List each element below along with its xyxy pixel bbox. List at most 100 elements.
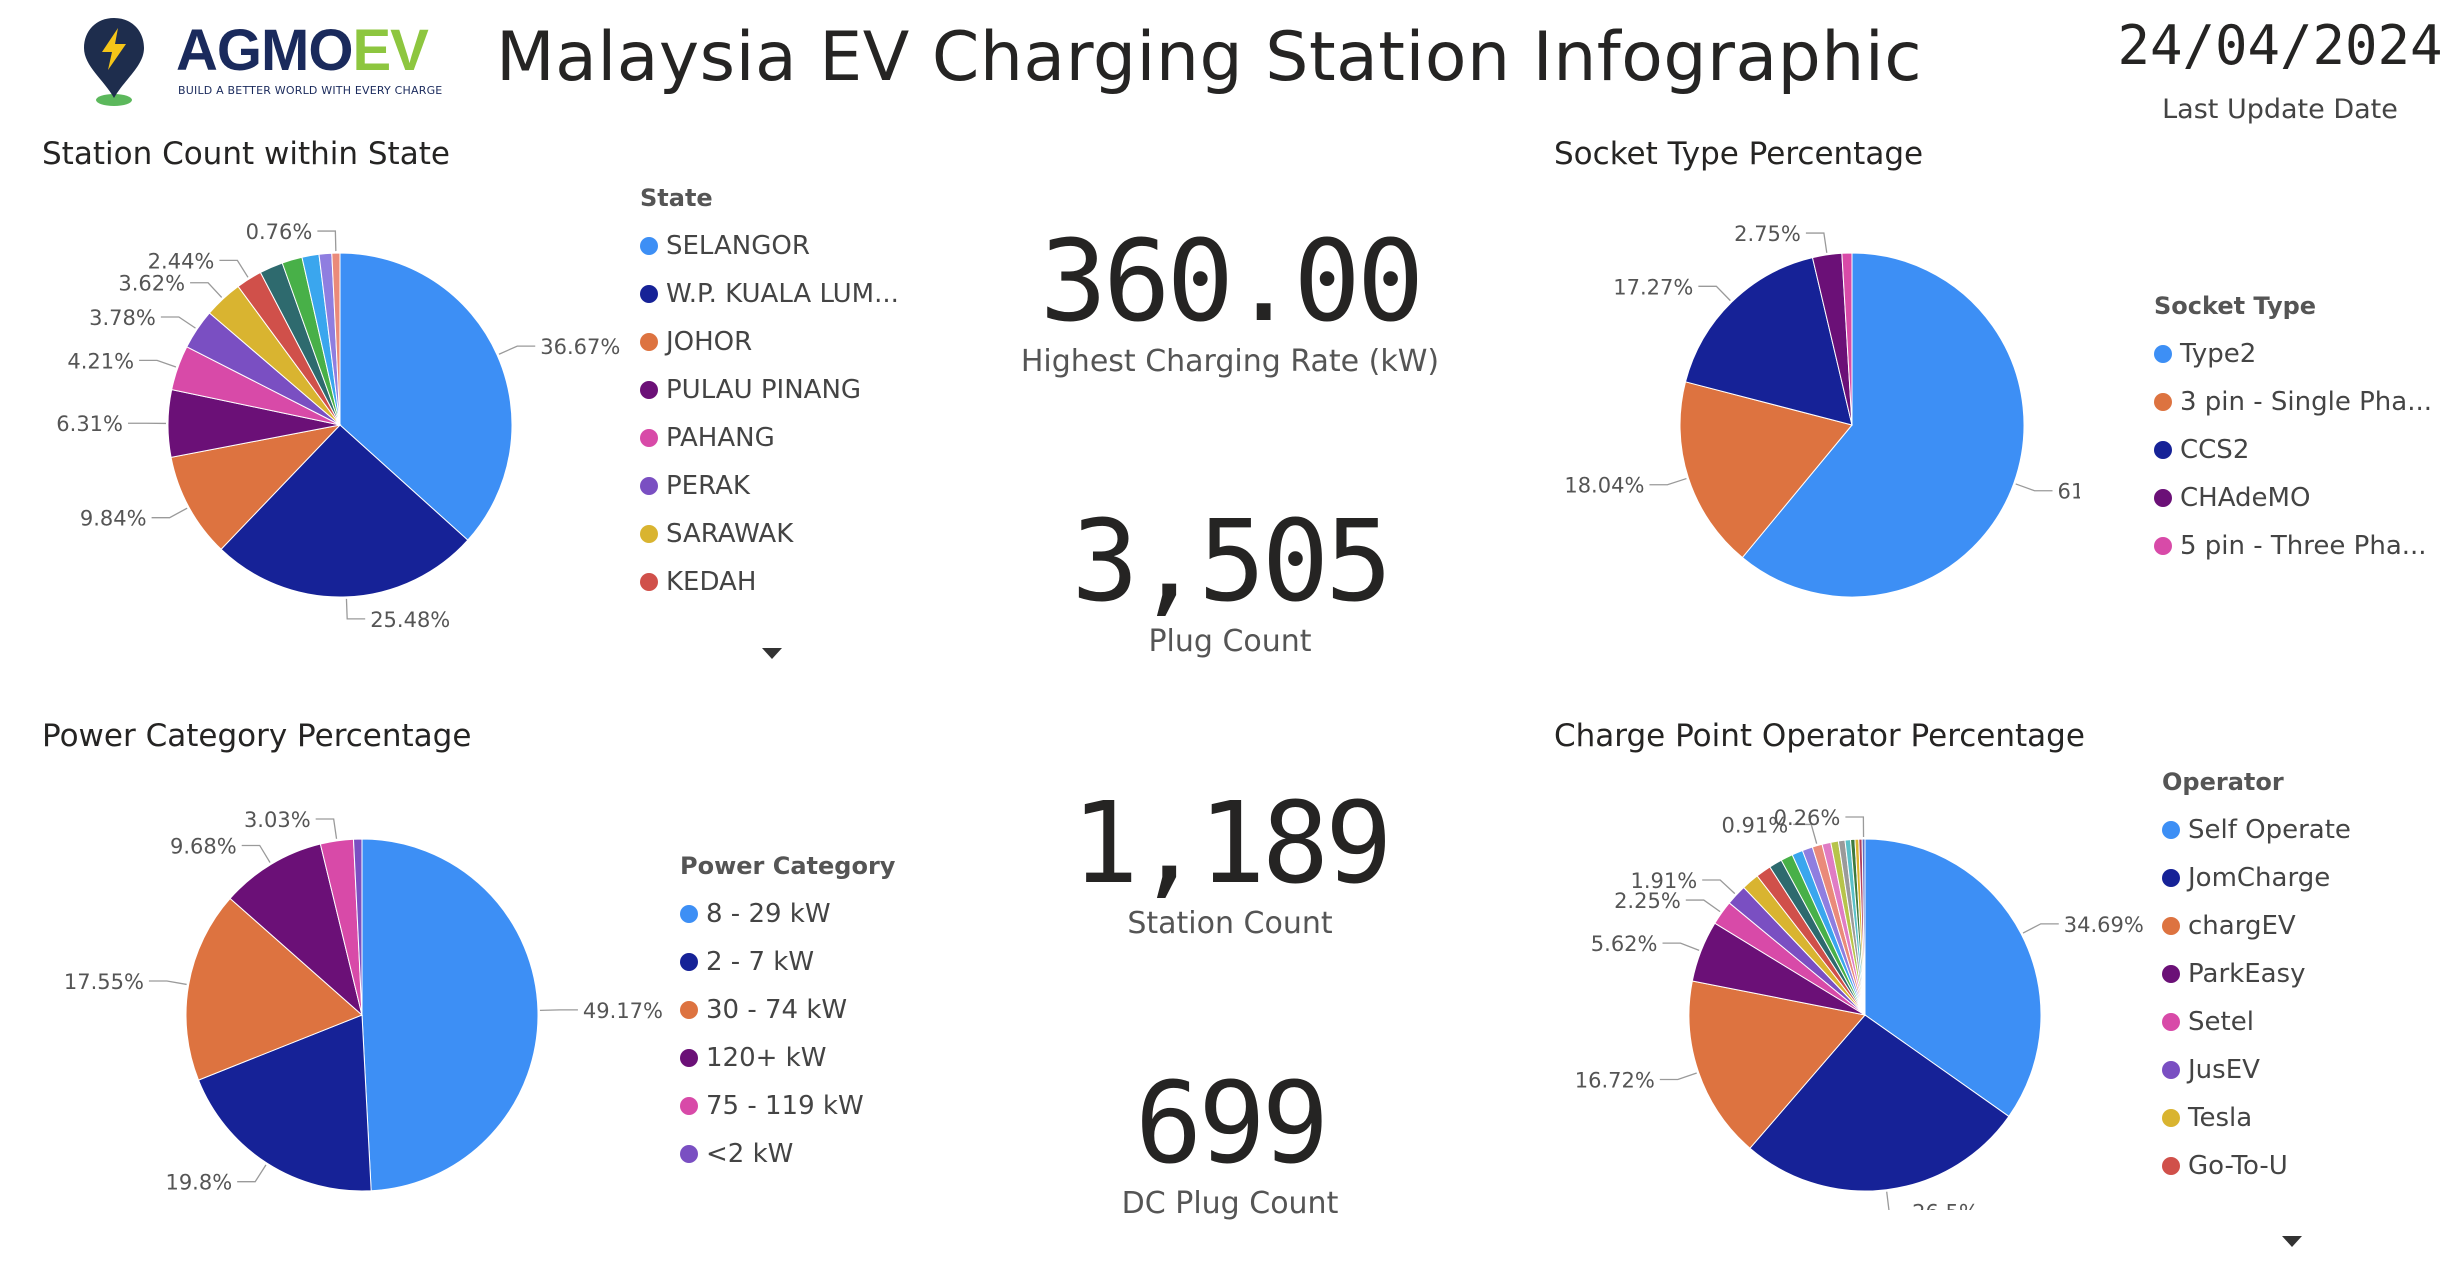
- legend-item[interactable]: Go-To-U: [2162, 1142, 2351, 1190]
- data-label: 1.91%: [1630, 869, 1697, 893]
- pie-slice[interactable]: [229, 843, 363, 1017]
- data-label-leader: [1649, 477, 1687, 486]
- kpi-label: Plug Count: [1148, 624, 1312, 659]
- legend-item[interactable]: 8 - 29 kW: [680, 890, 895, 938]
- data-label: 3.03%: [244, 808, 311, 832]
- legend-item[interactable]: chargEV: [2162, 902, 2351, 950]
- legend-item[interactable]: JomCharge: [2162, 854, 2351, 902]
- pie-slice[interactable]: [339, 252, 513, 541]
- legend-item[interactable]: Self Operate: [2162, 806, 2351, 854]
- legend-item[interactable]: PERAK: [640, 462, 899, 510]
- legend-label: 75 - 119 kW: [706, 1091, 864, 1121]
- legend-label: Setel: [2188, 1007, 2254, 1037]
- pie-slice[interactable]: [220, 424, 469, 598]
- data-label: 3.62%: [118, 272, 185, 296]
- legend-swatch: [640, 573, 658, 591]
- data-label: 5.62%: [1591, 932, 1658, 956]
- legend-swatch: [680, 905, 698, 923]
- legend-item[interactable]: SARAWAK: [640, 510, 899, 558]
- power-category-legend: Power Category 8 - 29 kW 2 - 7 kW 30 - 74 …: [680, 852, 895, 1178]
- legend-swatch: [680, 1049, 698, 1067]
- data-label-leader: [2015, 483, 2053, 492]
- data-label-leader: [315, 818, 338, 839]
- legend-item[interactable]: 3 pin - Single Pha...: [2154, 378, 2432, 426]
- data-label-leader: [237, 1164, 267, 1183]
- pie-slice[interactable]: [1684, 257, 1853, 426]
- legend-item[interactable]: 75 - 119 kW: [680, 1082, 895, 1130]
- pie-slice[interactable]: [1741, 252, 2025, 598]
- operator-chart-title: Charge Point Operator Percentage: [1554, 718, 2085, 754]
- kpi-value: 1,189: [1071, 779, 1392, 909]
- legend-item[interactable]: 30 - 74 kW: [680, 986, 895, 1034]
- data-label: 6.31%: [56, 412, 123, 436]
- pie-slice[interactable]: [1688, 980, 1866, 1149]
- legend-label: 5 pin - Three Pha...: [2180, 531, 2427, 561]
- legend-swatch: [2162, 869, 2180, 887]
- data-label-leader: [1805, 232, 1828, 253]
- data-label-leader: [160, 316, 196, 329]
- legend-item[interactable]: W.P. KUALA LUM...: [640, 270, 899, 318]
- legend-item[interactable]: PAHANG: [640, 414, 899, 462]
- pie-slice[interactable]: [185, 897, 363, 1081]
- pie-slice[interactable]: [1679, 381, 1853, 559]
- data-label-leader: [345, 598, 366, 620]
- legend-item[interactable]: CCS2: [2154, 426, 2432, 474]
- data-label: 3.78%: [89, 306, 156, 330]
- data-label-leader: [1662, 942, 1700, 951]
- legend-item[interactable]: SELANGOR: [640, 222, 899, 270]
- data-label: 16.72%: [1575, 1069, 1655, 1093]
- pie-slice[interactable]: [1861, 838, 1866, 1016]
- kpi-highest-charging-rate: 360.00 Highest Charging Rate (kW): [1000, 222, 1460, 379]
- pie-slice[interactable]: [170, 424, 342, 550]
- power-category-pie-chart[interactable]: 49.17% 19.8% 17.55% 9.68% 3.03%: [0, 770, 680, 1210]
- legend-label: 30 - 74 kW: [706, 995, 848, 1025]
- legend-item[interactable]: ParkEasy: [2162, 950, 2351, 998]
- pie-slice[interactable]: [1749, 1014, 2010, 1192]
- state-pie-chart[interactable]: 36.67% 25.48% 9.84% 6.31% 4.21% 3.78% 3.62%2.4…: [0, 190, 660, 650]
- legend-swatch: [2154, 441, 2172, 459]
- legend-label: 2 - 7 kW: [706, 947, 815, 977]
- legend-item[interactable]: 5 pin - Three Pha...: [2154, 522, 2432, 570]
- legend-label: CCS2: [2180, 435, 2250, 465]
- legend-label: 8 - 29 kW: [706, 899, 831, 929]
- data-label-leader: [219, 259, 249, 278]
- legend-item[interactable]: Tesla: [2162, 1094, 2351, 1142]
- caret-down-icon[interactable]: [2282, 1236, 2302, 1247]
- data-label-leader: [539, 1009, 578, 1012]
- legend-item[interactable]: 120+ kW: [680, 1034, 895, 1082]
- legend-swatch: [680, 1145, 698, 1163]
- data-label: 17.27%: [1613, 275, 1693, 299]
- data-label: 19.8%: [165, 1171, 232, 1195]
- legend-label: 120+ kW: [706, 1043, 827, 1073]
- pie-slice[interactable]: [1841, 252, 1853, 426]
- pie-slice[interactable]: [361, 838, 539, 1192]
- pie-slice[interactable]: [352, 838, 363, 1016]
- data-label-leader: [1659, 1072, 1697, 1081]
- legend-item[interactable]: KEDAH: [640, 558, 899, 606]
- pie-slice[interactable]: [1864, 838, 2042, 1118]
- legend-item[interactable]: PULAU PINANG: [640, 366, 899, 414]
- legend-item[interactable]: CHAdeMO: [2154, 474, 2432, 522]
- kpi-label: Station Count: [1127, 906, 1333, 941]
- legend-swatch: [640, 525, 658, 543]
- charging-pin-icon: [84, 18, 144, 106]
- legend-item[interactable]: 2 - 7 kW: [680, 938, 895, 986]
- kpi-station-count: 1,189 Station Count: [1000, 784, 1460, 941]
- legend-item[interactable]: <2 kW: [680, 1130, 895, 1178]
- legend-item[interactable]: JOHOR: [640, 318, 899, 366]
- socket-type-pie-chart[interactable]: 61% 18.04% 17.27% 2.75%: [1520, 190, 2080, 650]
- operator-pie-chart[interactable]: 34.69% 26.5% 16.72% 5.62% 2.25%1.91% 0.91%0.2…: [1520, 770, 2160, 1210]
- legend-item[interactable]: JusEV: [2162, 1046, 2351, 1094]
- legend-item[interactable]: Setel: [2162, 998, 2351, 1046]
- caret-down-icon[interactable]: [762, 648, 782, 659]
- data-label-leader: [498, 345, 536, 355]
- legend-swatch: [2154, 345, 2172, 363]
- pie-slice[interactable]: [331, 252, 341, 426]
- data-label: 17.55%: [64, 970, 144, 994]
- legend-item[interactable]: Type2: [2154, 330, 2432, 378]
- data-label-leader: [190, 282, 223, 298]
- legend-label: PULAU PINANG: [666, 375, 862, 405]
- pie-slice[interactable]: [197, 1014, 372, 1192]
- legend-swatch: [2162, 917, 2180, 935]
- legend-swatch: [2162, 1013, 2180, 1031]
